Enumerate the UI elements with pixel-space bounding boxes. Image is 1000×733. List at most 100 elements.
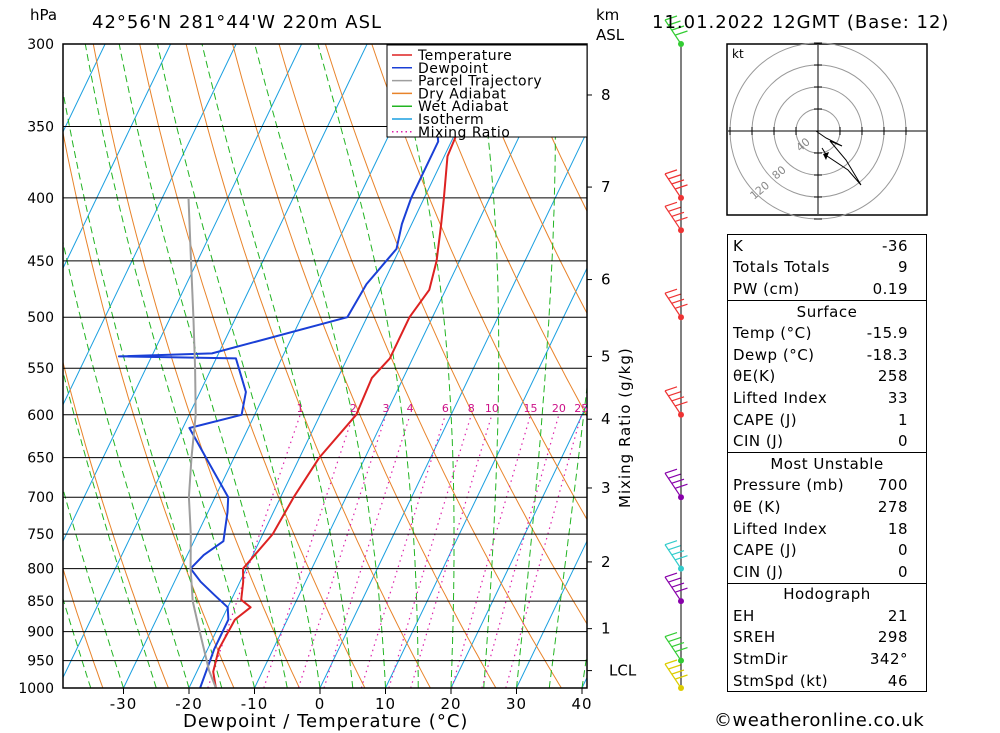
index-row: EH 21 [727,605,928,627]
index-value: -18.3 [857,343,928,366]
index-row: Lifted Index 33 [727,387,928,409]
height-tick-label: 3 [601,479,611,497]
mixing-ratio-label: 25 [574,402,588,415]
index-label: Temp (°C) [727,322,858,344]
index-value: 33 [857,387,928,409]
wind-level-dot [678,598,684,605]
height-tick-label: LCL [609,662,637,680]
wet-adiabat-line [317,44,419,688]
index-value: 0.19 [857,278,928,301]
mixing-ratio-line [207,414,301,688]
index-label: CIN (J) [727,560,858,584]
wind-barb [664,201,688,234]
isotherm-line [450,403,587,688]
index-row: StmSpd (kt) 46 [727,669,928,693]
index-row: Dewp (°C) -18.3 [727,343,928,366]
plot-frame [62,43,588,689]
wet-adiabat-line [63,88,223,688]
hodograph-trace [815,130,862,186]
index-label: SREH [727,626,858,649]
wet-adiabat-line [63,240,190,688]
index-row: CIN (J) 0 [727,560,928,584]
index-row: θE (K) 278 [727,496,928,518]
index-label: PW (cm) [727,278,858,301]
mixing-ratio-label: 8 [468,402,475,415]
pressure-tick-label: 300 [27,37,54,53]
wind-level-dot [678,194,684,201]
wind-barb [664,288,688,321]
wind-barb [664,572,688,605]
pressure-tick-label: 550 [27,361,54,377]
x-axis-title: Dewpoint / Temperature (°C) [183,711,468,732]
datetime-title: 11.01.2022 12GMT (Base: 12) [652,12,949,33]
legend-label: Dewpoint [418,61,489,77]
mixing-ratio-label: 1 [297,402,304,415]
dewpoint-line [117,44,519,688]
hodograph-unit-label: kt [732,47,744,61]
index-section-header: Most Unstable [727,452,927,475]
mixing-ratio-axis-title: Mixing Ratio (g/kg) [616,347,634,508]
index-value: 342° [857,648,928,670]
wind-level-dot [678,41,684,47]
index-value: 278 [857,496,928,518]
temperature-tick-label: 20 [440,695,461,713]
temperature-tick-label: 10 [375,695,396,713]
pressure-tick-label: 800 [27,562,54,578]
pressure-tick-label: 750 [27,527,54,543]
index-label: StmSpd (kt) [727,669,858,693]
temperature-tick-label: -10 [241,695,269,713]
height-tick-label: 4 [601,410,611,428]
index-label: K [727,233,858,257]
pressure-tick-label: 400 [27,191,54,207]
mixing-ratio-label: 6 [442,402,449,415]
index-value: 0 [857,430,928,453]
index-label: EH [727,605,858,627]
parcel-trajectory-line [187,197,217,688]
dry-adiabat-line [929,44,1000,688]
wind-barb [664,169,688,201]
isotherm-line [385,267,587,688]
index-label: CAPE (J) [727,539,858,561]
isotherm-line [188,44,499,688]
index-row: SREH 298 [727,626,928,649]
mixing-ratio-line [263,414,354,688]
wind-barb [664,540,688,572]
index-label: Lifted Index [727,387,858,409]
pressure-tick-label: 450 [27,254,54,270]
index-label: Pressure (mb) [727,474,858,497]
legend-label: Mixing Ratio [418,125,510,141]
pressure-tick-label: 650 [27,451,54,467]
index-value: 258 [857,365,928,388]
isotherm-line [123,44,434,688]
wet-adiabat-line [63,369,157,688]
index-row: K -36 [727,233,928,257]
index-row: Lifted Index 18 [727,517,928,540]
pressure-tick-label: 600 [27,408,54,424]
wind-barb [664,659,688,691]
wet-adiabat-line [516,44,556,688]
index-row: CIN (J) 0 [727,430,928,453]
height-unit-label-asl: ASL [596,26,625,44]
wind-level-dot [678,565,684,572]
storm-motion-arrow-icon [823,152,829,160]
dry-adiabat-line [139,44,366,688]
index-value: 21 [857,605,928,627]
mixing-ratio-label: 15 [524,402,538,415]
height-tick-label: 6 [601,271,611,289]
temperature-tick-label: 30 [506,695,527,713]
wet-adiabat-line [63,487,124,688]
temperature-tick-label: 0 [315,695,326,713]
mixing-ratio-line [451,414,532,688]
wet-adiabat-line [118,44,288,688]
index-value: -15.9 [857,322,928,344]
index-value: 18 [857,517,928,540]
indices-table: K -36 Totals Totals 9 PW (cm) 0.19 Surface Temp… [727,233,928,693]
mixing-ratio-line [388,414,472,688]
index-row: CAPE (J) 1 [727,408,928,431]
isotherm-line [63,44,172,270]
pressure-tick-label: 900 [27,625,54,641]
wind-barb [664,15,688,47]
dry-adiabat-line [975,44,1000,688]
